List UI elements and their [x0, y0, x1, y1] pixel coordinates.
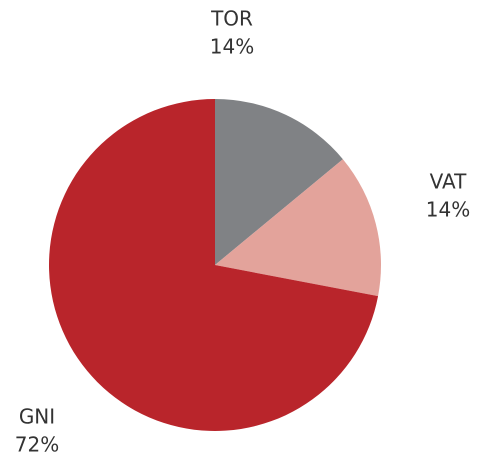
slice-value-label: 14%	[210, 35, 254, 59]
pie-slice	[215, 99, 343, 265]
slice-label: GNI	[19, 405, 55, 429]
slice-value-label: 72%	[15, 433, 59, 457]
slice-label: VAT	[430, 170, 468, 194]
slice-value-label: 14%	[426, 198, 470, 222]
slice-label: TOR	[210, 7, 253, 31]
pie-slice	[215, 159, 381, 297]
pie-slice	[48, 99, 379, 431]
